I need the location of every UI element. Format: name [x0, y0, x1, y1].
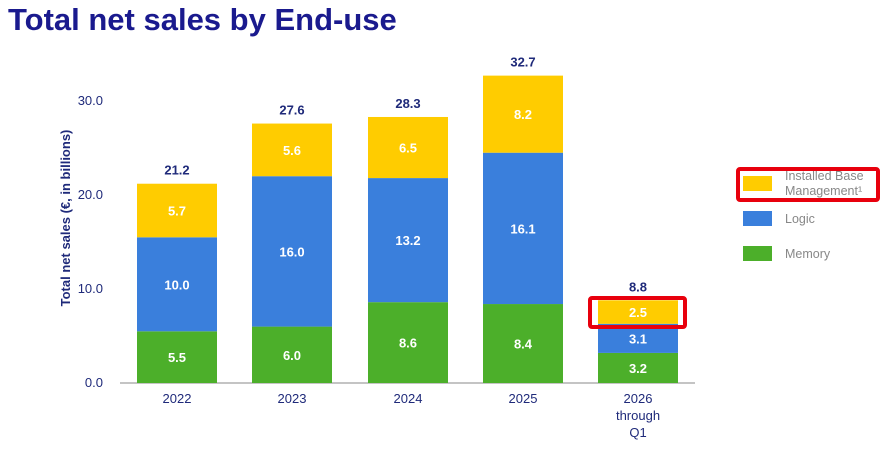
data-label: 5.7 [168, 204, 186, 219]
data-label: 8.6 [399, 336, 417, 351]
bar-segment-installed [252, 123, 332, 177]
bar-segment-memory [598, 352, 678, 383]
bar-segment-logic [483, 152, 563, 305]
legend-label: Management¹ [785, 184, 862, 198]
legend-label: Installed Base [785, 169, 864, 183]
x-tick-label: Q1 [629, 425, 646, 440]
bar-segment-logic [252, 176, 332, 327]
x-tick-label: 2022 [163, 391, 192, 406]
bar-segment-logic [137, 237, 217, 332]
total-label: 27.6 [279, 103, 304, 118]
data-label: 8.4 [514, 337, 533, 352]
data-label: 3.2 [629, 361, 647, 376]
data-label: 2.5 [629, 305, 647, 320]
chart-title: Total net sales by End-use [8, 2, 397, 37]
data-label: 6.0 [283, 348, 301, 363]
x-tick-label: 2026 [624, 391, 653, 406]
total-label: 28.3 [395, 96, 420, 111]
total-label: 21.2 [164, 163, 189, 178]
data-label: 10.0 [164, 277, 189, 292]
x-tick-label: 2025 [509, 391, 538, 406]
highlight-box-2026-ibm [588, 296, 687, 329]
y-tick-label: 20.0 [78, 187, 103, 202]
bar-segment-logic [368, 178, 448, 303]
y-tick-label: 10.0 [78, 281, 103, 296]
legend-swatch [743, 211, 772, 226]
data-label: 13.2 [395, 233, 420, 248]
bar-segment-installed [368, 116, 448, 179]
bar-segment-installed [137, 183, 217, 238]
y-tick-label: 0.0 [85, 375, 103, 390]
data-label: 16.0 [279, 244, 304, 259]
total-label: 8.8 [629, 279, 647, 294]
bar-segment-installed [598, 300, 678, 324]
bar-segment-memory [137, 331, 217, 383]
bar-segment-memory [483, 304, 563, 383]
y-axis-label: Total net sales (€, in billions) [58, 130, 73, 307]
x-tick-label: 2023 [278, 391, 307, 406]
data-label: 8.2 [514, 107, 532, 122]
data-label: 3.1 [629, 331, 647, 346]
bar-segment-memory [368, 302, 448, 383]
x-tick-label: 2024 [394, 391, 423, 406]
highlight-box-legend [736, 167, 880, 202]
x-tick-label: through [616, 408, 660, 423]
bar-segment-installed [483, 75, 563, 153]
legend-label: Logic [785, 212, 815, 226]
data-label: 16.1 [510, 221, 535, 236]
data-label: 5.6 [283, 143, 301, 158]
legend-swatch [743, 176, 772, 191]
data-label: 5.5 [168, 350, 186, 365]
bar-segment-memory [252, 326, 332, 383]
total-label: 32.7 [510, 55, 535, 70]
data-label: 6.5 [399, 141, 417, 156]
legend-label: Memory [785, 247, 831, 261]
legend-swatch [743, 246, 772, 261]
y-tick-label: 30.0 [78, 93, 103, 108]
